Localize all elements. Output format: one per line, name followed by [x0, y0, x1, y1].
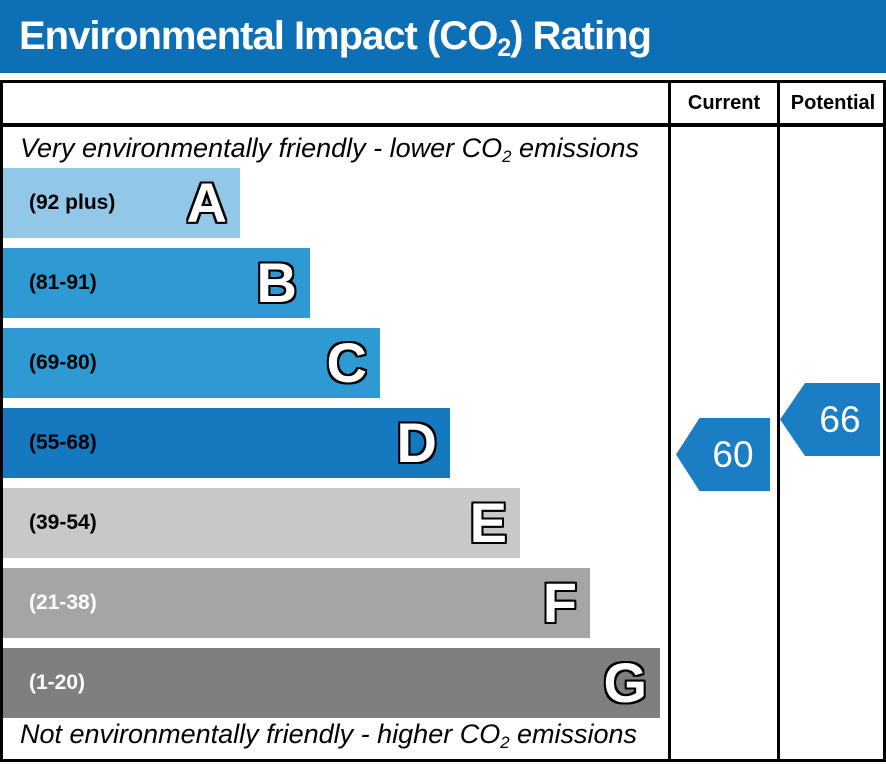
- current-column-header: Current: [687, 91, 761, 114]
- chart-title-bar: Environmental Impact (CO2) Rating: [0, 0, 886, 73]
- top-caption: Very environmentally friendly - lower CO…: [20, 133, 640, 166]
- band-range-label: (81-91): [29, 271, 97, 294]
- band-row-d: (55-68) D: [3, 408, 450, 478]
- band-row-g: (1-20) G: [3, 648, 660, 718]
- band-range-label: (39-54): [29, 511, 97, 534]
- title-co2-subscript: 2: [497, 34, 511, 62]
- potential-rating-arrow: 66: [780, 383, 880, 456]
- band-row-e: (39-54) E: [3, 488, 520, 558]
- chart-frame: [0, 80, 886, 762]
- band-row-c: (69-80) C: [3, 328, 380, 398]
- bottom-caption: Not environmentally friendly - higher CO…: [20, 719, 638, 752]
- band-row-b: (81-91) B: [3, 248, 310, 318]
- bottom-caption-co2-subscript: 2: [500, 732, 510, 752]
- band-letter: C: [326, 331, 367, 394]
- band-letter: A: [186, 171, 227, 234]
- potential-rating-value: 66: [819, 398, 861, 440]
- band-range-label: (69-80): [29, 351, 97, 374]
- potential-column-divider: [777, 80, 780, 762]
- band-letter: G: [603, 651, 647, 714]
- band-range-label: (92 plus): [29, 191, 116, 214]
- potential-column-header: Potential: [790, 91, 876, 114]
- current-rating-arrow: 60: [676, 418, 770, 491]
- band-range-label: (1-20): [29, 671, 86, 694]
- band-letter: E: [469, 491, 507, 554]
- band-letter: D: [396, 411, 437, 474]
- current-column-divider: [668, 80, 671, 762]
- top-caption-co2-subscript: 2: [502, 146, 512, 166]
- band-letter: F: [542, 571, 577, 634]
- band-range-label: (21-38): [29, 591, 97, 614]
- chart-title: Environmental Impact (CO2) Rating: [19, 14, 652, 62]
- band-letter: B: [256, 251, 297, 314]
- band-row-a: (92 plus) A: [3, 168, 240, 238]
- current-rating-value: 60: [712, 433, 754, 475]
- band-range-label: (55-68): [29, 431, 97, 454]
- band-row-f: (21-38) F: [3, 568, 590, 638]
- header-row-separator: [0, 123, 886, 127]
